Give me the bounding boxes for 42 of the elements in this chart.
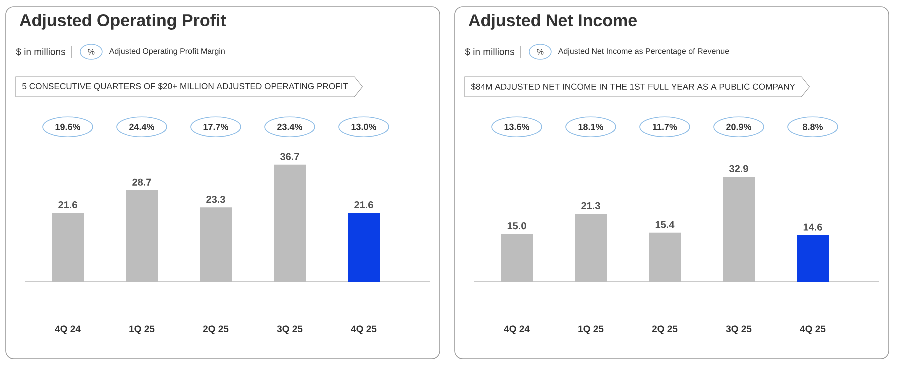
text: 5 CONSECUTIVE QUARTERS OF $20+ MILLION ADJUSTED OPERATING PROFIT	[22, 83, 348, 91]
data-label: 21.6	[58, 201, 78, 209]
text: %	[537, 49, 544, 55]
text: Adjusted Operating Profit Margin	[109, 48, 225, 56]
text: 20.9%	[726, 124, 752, 130]
x-tick-label: 1Q 25	[130, 326, 155, 334]
text: 13.6%	[504, 124, 530, 130]
data-label: 15.4	[656, 221, 675, 228]
chart-title: Adjusted Net Income	[468, 14, 638, 30]
data-label: 32.9	[730, 165, 748, 173]
x-tick-label: 4Q 25	[800, 326, 826, 334]
text: 8.8%	[803, 124, 824, 130]
x-tick-label: 4Q 25	[351, 326, 377, 334]
data-label: 21.6	[354, 201, 374, 209]
text: 17.7%	[204, 124, 229, 130]
bar	[797, 235, 829, 282]
text: 23.4%	[278, 124, 303, 130]
x-tick-label: 4Q 24	[504, 326, 530, 334]
data-label: 15.0	[508, 222, 526, 230]
text: 24.4%	[130, 124, 155, 130]
data-label: 21.3	[582, 202, 600, 210]
x-tick-label: 2Q 25	[652, 326, 678, 334]
x-tick-label: 4Q 24	[55, 326, 81, 334]
data-label: 36.7	[280, 153, 300, 160]
data-label: 14.6	[804, 224, 822, 231]
text: 11.7%	[653, 124, 678, 130]
text: 13.0%	[352, 124, 377, 130]
bar	[348, 213, 380, 282]
x-tick-label: 3Q 25	[726, 326, 752, 334]
text: $84M ADJUSTED NET INCOME IN THE 1ST FULL YEAR AS A PUBLIC COMPANY	[471, 84, 796, 90]
x-tick-label: 1Q 25	[578, 326, 604, 334]
text: Adjusted Net Income as Percentage of Revenue	[558, 48, 730, 56]
data-label: 23.3	[206, 196, 226, 204]
x-tick-label: 3Q 25	[277, 326, 303, 334]
x-tick-label: 2Q 25	[203, 326, 229, 334]
chart-subtitle: $ in millions	[465, 48, 514, 56]
text: %	[88, 49, 95, 55]
text: 19.6%	[56, 124, 81, 130]
chart-subtitle: $ in millions	[16, 48, 66, 56]
text: 18.1%	[578, 124, 604, 130]
chart-title: Adjusted Operating Profit	[20, 14, 226, 30]
data-label: 28.7	[132, 178, 152, 186]
